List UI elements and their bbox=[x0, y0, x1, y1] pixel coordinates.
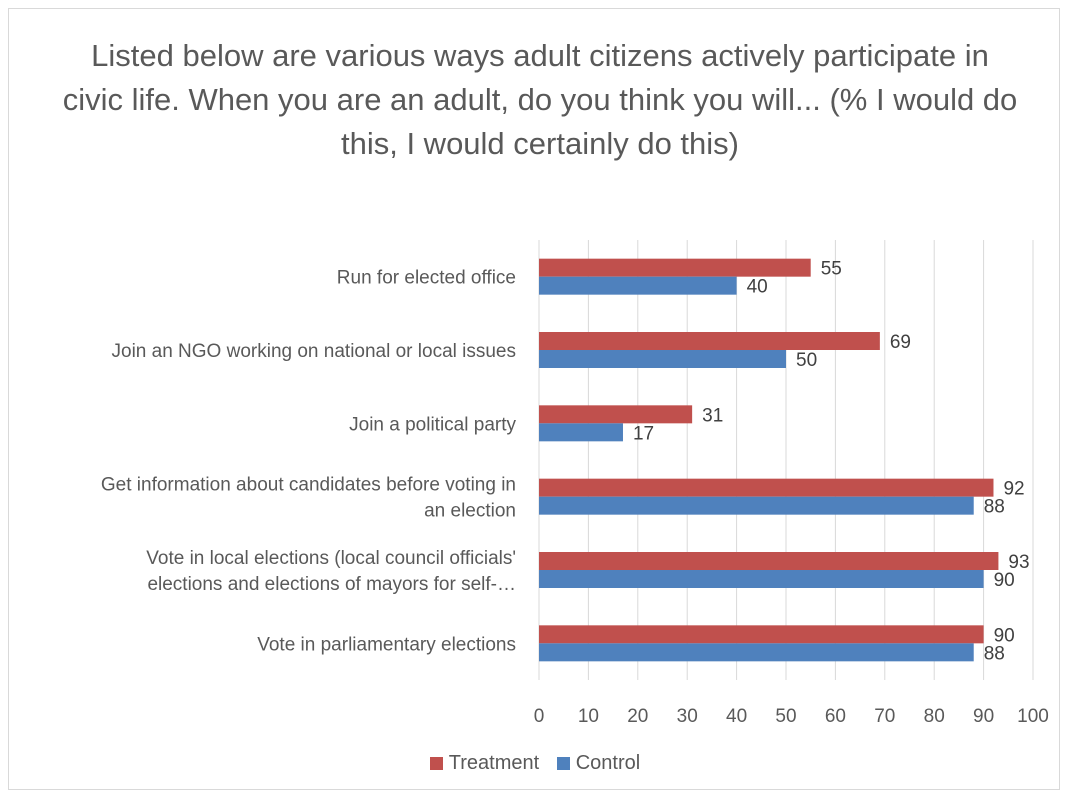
bars bbox=[539, 258, 999, 662]
bar-treatment-3 bbox=[539, 478, 994, 497]
x-tick-label-70: 70 bbox=[874, 706, 895, 727]
x-tick-label-50: 50 bbox=[775, 706, 796, 727]
x-axis-tick-labels: 0 10 20 30 40 50 60 70 80 90 100 bbox=[534, 706, 1049, 727]
x-tick-label-40: 40 bbox=[726, 706, 747, 727]
legend: Treatment Control bbox=[0, 752, 1070, 775]
data-label-treatment-2: 31 bbox=[702, 405, 723, 426]
data-label-control-1: 50 bbox=[796, 350, 817, 371]
x-tick-label-100: 100 bbox=[1017, 706, 1049, 727]
x-tick-label-30: 30 bbox=[677, 706, 698, 727]
legend-item-treatment: Treatment bbox=[429, 752, 540, 775]
data-label-treatment-0: 55 bbox=[821, 259, 842, 280]
x-tick-label-20: 20 bbox=[627, 706, 648, 727]
bar-treatment-5 bbox=[539, 625, 984, 644]
legend-item-control: Control bbox=[556, 752, 641, 775]
category-label-2-line-0: Join a political party bbox=[349, 414, 516, 435]
category-label-1-line-0: Join an NGO working on national or local… bbox=[112, 341, 516, 362]
category-label-3-line-0: Get information about candidates before … bbox=[101, 475, 516, 496]
legend-swatch-treatment bbox=[429, 757, 443, 771]
bar-control-4 bbox=[539, 570, 984, 588]
legend-label-control: Control bbox=[575, 752, 641, 775]
x-tick-label-80: 80 bbox=[924, 706, 945, 727]
data-label-control-3: 88 bbox=[984, 497, 1005, 518]
legend-swatch-control bbox=[556, 757, 570, 771]
bar-treatment-2 bbox=[539, 405, 693, 424]
data-label-control-0: 40 bbox=[747, 277, 768, 298]
category-label-0-line-0: Run for elected office bbox=[337, 268, 516, 289]
bar-control-1 bbox=[539, 350, 786, 368]
bar-control-0 bbox=[539, 276, 737, 295]
bar-treatment-4 bbox=[539, 552, 999, 570]
data-label-control-2: 17 bbox=[633, 423, 654, 444]
bar-control-3 bbox=[539, 496, 974, 515]
bar-control-2 bbox=[539, 423, 623, 442]
data-label-treatment-4: 93 bbox=[1008, 552, 1029, 573]
data-label-control-5: 88 bbox=[984, 643, 1005, 664]
category-label-4-line-0: Vote in local elections (local council o… bbox=[146, 548, 516, 569]
data-label-treatment-1: 69 bbox=[890, 332, 911, 353]
bar-treatment-0 bbox=[539, 258, 811, 277]
x-tick-label-90: 90 bbox=[973, 706, 994, 727]
category-label-5-line-0: Vote in parliamentary elections bbox=[257, 634, 516, 655]
category-label-4-line-1: elections and elections of mayors for se… bbox=[147, 574, 516, 595]
bar-control-5 bbox=[539, 643, 974, 662]
x-tick-label-60: 60 bbox=[825, 706, 846, 727]
bar-treatment-1 bbox=[539, 332, 880, 350]
legend-label-treatment: Treatment bbox=[448, 752, 540, 775]
data-label-treatment-3: 92 bbox=[1003, 479, 1024, 500]
data-label-control-4: 90 bbox=[994, 570, 1015, 591]
category-labels: Run for elected office Join an NGO workin… bbox=[101, 268, 517, 656]
data-label-treatment-5: 90 bbox=[994, 625, 1015, 646]
gridlines bbox=[538, 240, 1034, 680]
chart-title: Listed below are various ways adult citi… bbox=[62, 38, 1018, 161]
category-label-3-line-1: an election bbox=[424, 501, 516, 522]
x-tick-label-10: 10 bbox=[578, 706, 599, 727]
x-tick-label-0: 0 bbox=[534, 706, 545, 727]
